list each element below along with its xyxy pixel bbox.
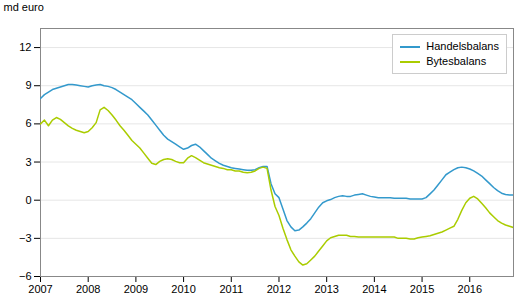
svg-text:2013: 2013 — [314, 283, 338, 295]
svg-text:2010: 2010 — [171, 283, 195, 295]
svg-text:md euro: md euro — [4, 1, 44, 13]
html-text:Handelsbalans: Handelsbalans — [426, 40, 499, 52]
svg-text:2008: 2008 — [76, 283, 100, 295]
svg-text:2009: 2009 — [124, 283, 148, 295]
svg-text:2012: 2012 — [267, 283, 291, 295]
svg-text:6: 6 — [25, 117, 31, 129]
html-text:Bytesbalans: Bytesbalans — [426, 55, 487, 67]
svg-text:2015: 2015 — [410, 283, 434, 295]
svg-text:9: 9 — [25, 79, 31, 91]
svg-text:2007: 2007 — [28, 283, 52, 295]
svg-text:3: 3 — [25, 156, 31, 168]
svg-text:0: 0 — [25, 194, 31, 206]
svg-text:−6: −6 — [19, 270, 32, 282]
svg-text:2016: 2016 — [458, 283, 482, 295]
svg-text:12: 12 — [19, 41, 31, 53]
svg-text:−3: −3 — [19, 232, 32, 244]
svg-text:2014: 2014 — [362, 283, 386, 295]
svg-text:2011: 2011 — [219, 283, 243, 295]
